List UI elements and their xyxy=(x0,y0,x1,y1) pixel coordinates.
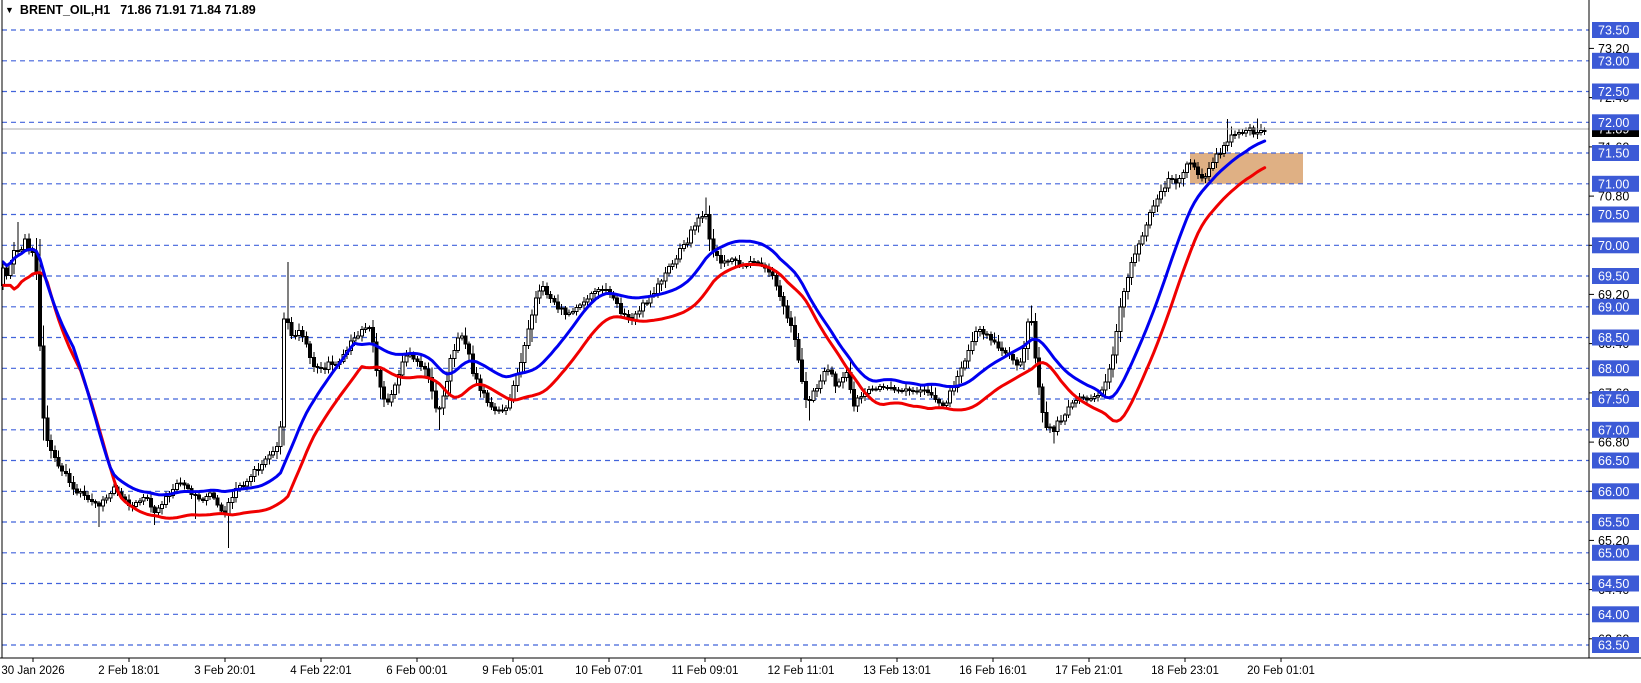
time-axis-label: 11 Feb 09:01 xyxy=(672,665,739,677)
ma-blue-line xyxy=(1,139,1267,497)
price-axis-label: 66.80 xyxy=(1598,436,1629,450)
svg-text:68.50: 68.50 xyxy=(1598,331,1629,345)
svg-text:70.00: 70.00 xyxy=(1598,239,1629,253)
time-axis[interactable]: 30 Jan 2026 2 Feb 18:01 3 Feb 20:01 4 Feb 2… xyxy=(1,658,1315,677)
price-axis-label: 65.20 xyxy=(1598,534,1629,548)
svg-text:67.00: 67.00 xyxy=(1598,423,1629,437)
svg-text:65.00: 65.00 xyxy=(1598,546,1629,560)
time-axis-label: 17 Feb 21:01 xyxy=(1055,665,1123,677)
svg-text:63.50: 63.50 xyxy=(1598,639,1629,653)
price-axis[interactable]: 73.2072.4071.6070.8070.0069.2068.4067.60… xyxy=(1589,22,1639,653)
svg-text:72.50: 72.50 xyxy=(1598,85,1629,99)
svg-text:71.50: 71.50 xyxy=(1598,147,1629,161)
time-axis-label: 20 Feb 01:01 xyxy=(1247,665,1315,677)
symbol-dropdown-icon[interactable]: ▼ xyxy=(5,4,14,15)
svg-text:66.00: 66.00 xyxy=(1598,485,1629,499)
svg-text:71.00: 71.00 xyxy=(1598,177,1629,191)
time-axis-label: 16 Feb 16:01 xyxy=(959,665,1027,677)
ohlc-quote-label: 71.86 71.91 71.84 71.89 xyxy=(120,3,256,17)
price-axis-label: 70.80 xyxy=(1598,190,1629,204)
ma-red-line xyxy=(1,166,1267,520)
chart-title-bar: ▼ BRENT_OIL,H1 71.86 71.91 71.84 71.89 xyxy=(5,3,256,17)
time-axis-label: 10 Feb 07:01 xyxy=(575,665,643,677)
svg-text:69.50: 69.50 xyxy=(1598,270,1629,284)
svg-text:69.00: 69.00 xyxy=(1598,300,1629,314)
svg-text:70.50: 70.50 xyxy=(1598,208,1629,222)
level-price-labels: 73.50 73.00 72.50 72.00 71.50 71.00 70.50 70.00… xyxy=(1592,22,1639,653)
time-axis-label: 3 Feb 20:01 xyxy=(194,665,255,677)
axes xyxy=(0,0,1641,659)
time-axis-label: 12 Feb 11:01 xyxy=(768,665,835,677)
price-axis-label: 69.20 xyxy=(1598,288,1629,302)
time-axis-label: 13 Feb 13:01 xyxy=(863,665,931,677)
svg-text:72.00: 72.00 xyxy=(1598,116,1629,130)
candles-layer xyxy=(1,118,1267,548)
svg-text:64.00: 64.00 xyxy=(1598,608,1629,622)
time-axis-label: 6 Feb 00:01 xyxy=(386,665,447,677)
svg-text:65.50: 65.50 xyxy=(1598,516,1629,530)
svg-text:73.50: 73.50 xyxy=(1598,24,1629,38)
svg-text:73.00: 73.00 xyxy=(1598,54,1629,68)
time-axis-label: 4 Feb 22:01 xyxy=(290,665,351,677)
price-axis-label: 73.20 xyxy=(1598,42,1629,56)
time-axis-label: 30 Jan 2026 xyxy=(1,665,64,677)
svg-text:64.50: 64.50 xyxy=(1598,577,1629,591)
time-axis-label: 9 Feb 05:01 xyxy=(482,665,543,677)
svg-text:66.50: 66.50 xyxy=(1598,454,1629,468)
time-axis-label: 2 Feb 18:01 xyxy=(98,665,159,677)
symbol-period-label: BRENT_OIL,H1 xyxy=(19,3,111,17)
svg-text:67.50: 67.50 xyxy=(1598,393,1629,407)
svg-text:68.00: 68.00 xyxy=(1598,362,1629,376)
time-axis-label: 18 Feb 23:01 xyxy=(1151,665,1219,677)
